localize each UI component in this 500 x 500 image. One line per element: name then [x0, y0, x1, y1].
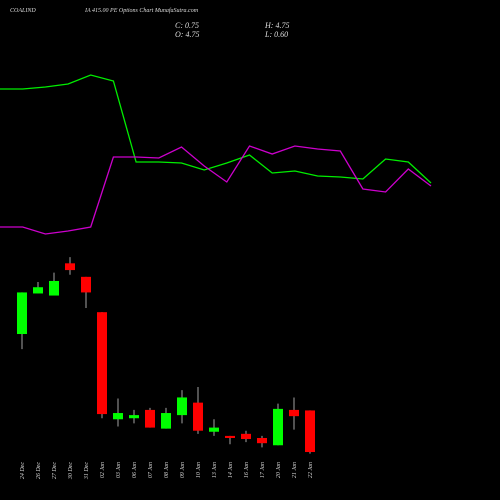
candle-body: [209, 427, 219, 432]
x-tick-label: 09 Jan: [180, 462, 186, 478]
candle-body: [97, 312, 107, 415]
candle-body: [241, 433, 251, 440]
candle-body: [65, 263, 75, 271]
candle-body: [145, 409, 155, 428]
x-tick-label: 07 Jan: [148, 462, 154, 478]
x-tick-label: 21 Jan: [292, 462, 298, 478]
x-tick-label: 17 Jan: [260, 462, 266, 478]
low-label: L: 0.60: [264, 30, 288, 39]
x-tick-label: 13 Jan: [212, 462, 218, 478]
indicator-line: [0, 145, 432, 235]
x-tick-label: 14 Jan: [227, 462, 234, 478]
candle-body: [289, 409, 299, 417]
candle-body: [17, 292, 27, 335]
x-tick-label: 26 Dec: [36, 462, 42, 479]
candle-body: [49, 280, 59, 296]
candle-body: [193, 402, 203, 431]
candle-body: [305, 410, 315, 453]
x-tick-label: 31 Dec: [84, 462, 90, 480]
candle-body: [161, 413, 171, 429]
candle-body: [225, 435, 235, 438]
candle-body: [257, 437, 267, 444]
candle-body: [33, 287, 43, 294]
high-label: H: 4.75: [264, 21, 289, 30]
candle-body: [273, 408, 283, 446]
x-tick-label: 02 Jan: [100, 462, 106, 478]
candle-body: [129, 415, 139, 419]
candle-body: [113, 413, 123, 420]
x-tick-label: 27 Dec: [52, 462, 58, 479]
x-tick-label: 24 Dec: [19, 462, 26, 479]
x-tick-label: 03 Jan: [116, 462, 122, 478]
candle-body: [177, 397, 187, 416]
x-tick-label: 08 Jan: [164, 462, 170, 478]
x-tick-label: 16 Jan: [244, 462, 250, 478]
x-tick-label: 06 Jan: [132, 462, 138, 478]
chart-subtitle: IA 415.00 PE Options Chart MunafaSutra.c…: [84, 7, 199, 14]
chart-title: COALIND: [10, 8, 36, 14]
x-tick-label: 30 Dec: [68, 462, 74, 480]
x-tick-label: 22 Jan: [308, 462, 314, 478]
x-tick-label: 10 Jan: [196, 462, 202, 478]
indicator-line: [0, 74, 432, 184]
close-label: C: 0.75: [175, 21, 199, 30]
x-tick-label: 20 Jan: [276, 462, 282, 478]
candle-body: [81, 276, 91, 293]
open-label: O: 4.75: [175, 30, 199, 39]
